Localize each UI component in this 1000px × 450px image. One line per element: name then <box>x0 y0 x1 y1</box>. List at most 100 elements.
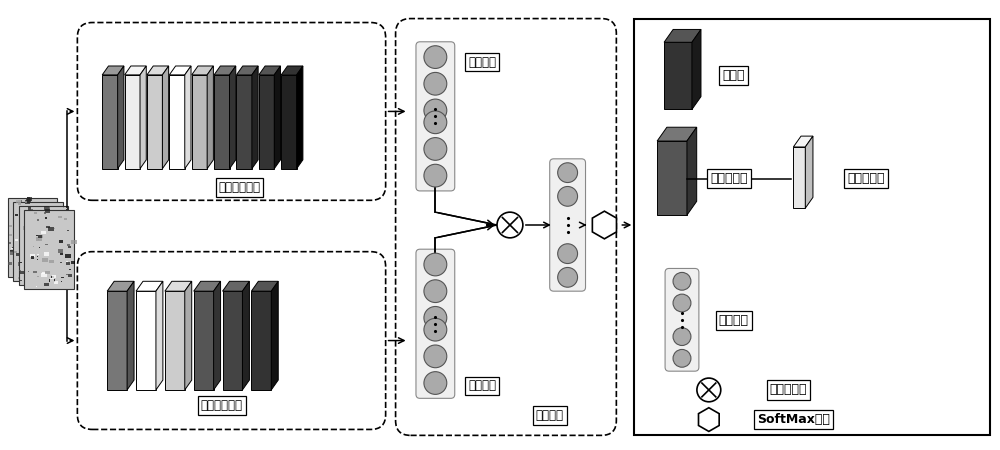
Bar <box>13 202 63 281</box>
Circle shape <box>424 318 447 341</box>
Text: 波段注意力: 波段注意力 <box>847 172 885 185</box>
Polygon shape <box>16 200 21 204</box>
Polygon shape <box>45 217 47 219</box>
Circle shape <box>424 99 447 122</box>
Polygon shape <box>207 66 213 169</box>
Polygon shape <box>40 232 42 233</box>
Polygon shape <box>33 262 37 265</box>
Polygon shape <box>43 252 47 255</box>
Polygon shape <box>20 221 26 225</box>
Polygon shape <box>67 244 70 246</box>
Polygon shape <box>36 271 42 275</box>
Polygon shape <box>54 255 56 257</box>
Polygon shape <box>63 207 64 208</box>
Text: 火点特征: 火点特征 <box>468 55 496 68</box>
Polygon shape <box>31 256 34 259</box>
Polygon shape <box>39 225 43 227</box>
Polygon shape <box>32 223 36 225</box>
Polygon shape <box>62 256 65 257</box>
Polygon shape <box>65 254 67 255</box>
Polygon shape <box>23 272 25 274</box>
Polygon shape <box>9 234 12 236</box>
Polygon shape <box>40 268 41 269</box>
Circle shape <box>558 267 578 287</box>
Polygon shape <box>69 269 71 270</box>
Polygon shape <box>62 212 68 216</box>
Polygon shape <box>44 252 49 256</box>
Circle shape <box>558 186 578 206</box>
Polygon shape <box>37 253 39 255</box>
Polygon shape <box>147 66 169 75</box>
Circle shape <box>558 163 578 183</box>
Polygon shape <box>194 291 214 390</box>
Polygon shape <box>56 230 61 234</box>
Circle shape <box>697 378 721 402</box>
Polygon shape <box>657 127 697 141</box>
Polygon shape <box>259 66 281 75</box>
Polygon shape <box>15 239 18 241</box>
Polygon shape <box>35 225 38 226</box>
Circle shape <box>424 253 447 276</box>
Polygon shape <box>242 281 249 390</box>
Polygon shape <box>68 246 71 248</box>
Bar <box>24 210 74 289</box>
Polygon shape <box>33 274 39 279</box>
Polygon shape <box>32 270 38 274</box>
Polygon shape <box>35 227 41 231</box>
Polygon shape <box>9 225 12 227</box>
Polygon shape <box>36 286 37 287</box>
Polygon shape <box>38 234 43 238</box>
Polygon shape <box>36 221 40 223</box>
Polygon shape <box>43 216 46 218</box>
Circle shape <box>424 138 447 160</box>
Polygon shape <box>33 252 40 257</box>
Polygon shape <box>32 261 35 263</box>
Polygon shape <box>67 230 69 231</box>
Polygon shape <box>169 66 191 75</box>
Polygon shape <box>28 271 30 272</box>
Text: 像素注意力: 像素注意力 <box>710 172 747 185</box>
Polygon shape <box>38 235 42 238</box>
Polygon shape <box>32 254 35 256</box>
Polygon shape <box>147 75 162 169</box>
Polygon shape <box>18 200 22 203</box>
Polygon shape <box>15 214 18 216</box>
Circle shape <box>424 345 447 368</box>
Polygon shape <box>52 243 58 248</box>
Circle shape <box>558 244 578 264</box>
Polygon shape <box>66 262 70 265</box>
Polygon shape <box>46 273 51 276</box>
Polygon shape <box>252 66 258 169</box>
Circle shape <box>673 272 691 290</box>
Polygon shape <box>185 66 191 169</box>
Polygon shape <box>44 252 48 256</box>
Polygon shape <box>25 216 31 220</box>
Polygon shape <box>60 261 62 263</box>
Polygon shape <box>46 226 50 229</box>
Polygon shape <box>793 136 813 147</box>
Polygon shape <box>56 210 58 211</box>
Polygon shape <box>36 250 37 251</box>
Polygon shape <box>214 281 221 390</box>
Polygon shape <box>54 281 58 284</box>
Polygon shape <box>59 268 62 270</box>
Polygon shape <box>42 234 44 235</box>
FancyBboxPatch shape <box>416 42 455 191</box>
Polygon shape <box>42 258 48 262</box>
Polygon shape <box>66 274 68 275</box>
Text: 元素级乘法: 元素级乘法 <box>770 383 807 396</box>
Polygon shape <box>42 272 45 274</box>
Polygon shape <box>297 66 303 169</box>
Polygon shape <box>27 223 30 225</box>
Polygon shape <box>25 200 30 204</box>
Polygon shape <box>65 254 71 258</box>
Polygon shape <box>52 243 53 244</box>
Polygon shape <box>33 271 37 274</box>
Polygon shape <box>19 270 21 271</box>
Polygon shape <box>45 229 50 233</box>
Polygon shape <box>71 261 75 264</box>
Bar <box>634 18 990 435</box>
Polygon shape <box>46 248 49 249</box>
Polygon shape <box>194 281 221 291</box>
Polygon shape <box>44 241 47 243</box>
